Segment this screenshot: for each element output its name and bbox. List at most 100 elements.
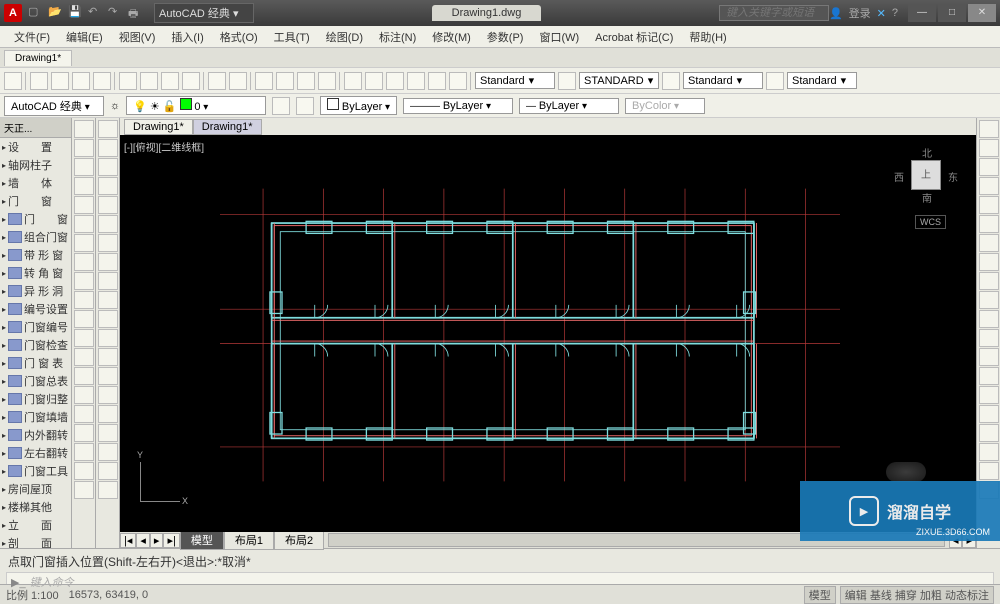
tool-button[interactable] [979, 329, 999, 347]
panel-item[interactable]: ▸楼梯其他 [0, 498, 71, 516]
panel-item[interactable]: ▸带 形 窗 [0, 246, 71, 264]
viewport-label[interactable]: [-][俯视][二维线框] [124, 139, 204, 154]
status-scale[interactable]: 比例 1:100 [6, 587, 59, 603]
viewcube-south[interactable]: 南 [922, 190, 932, 205]
tool-button[interactable] [74, 481, 94, 499]
workspace-combo2[interactable]: AutoCAD 经典 ▾ [4, 96, 104, 116]
viewcube-top[interactable]: 上 [911, 160, 941, 190]
text-style-combo[interactable]: Standard▾ [475, 72, 555, 89]
tool-button[interactable] [98, 253, 118, 271]
panel-item[interactable]: ▸设 置 [0, 138, 71, 156]
panel-item[interactable]: ▸门窗检查 [0, 336, 71, 354]
drawing-viewport[interactable]: [-][俯视][二维线框] 北 南 西 东 上 WCS Y X [120, 135, 976, 532]
panel-item[interactable]: ▸门 窗 [0, 192, 71, 210]
document-title-tab[interactable]: Drawing1.dwg [432, 5, 542, 21]
tool-cut[interactable] [119, 72, 137, 90]
layer-combo[interactable]: 💡 ☀ 🔓 0 ▾ [126, 96, 266, 115]
lineweight-combo[interactable]: — ByLayer ▾ [519, 98, 619, 114]
tool-button[interactable] [98, 462, 118, 480]
tool-button[interactable] [74, 215, 94, 233]
wcs-label[interactable]: WCS [915, 215, 946, 229]
tool-button[interactable] [98, 234, 118, 252]
tool-button[interactable] [979, 348, 999, 366]
tool-copy[interactable] [140, 72, 158, 90]
panel-item[interactable]: ▸门窗工具 [0, 462, 71, 480]
tool-props[interactable] [344, 72, 362, 90]
model-tab[interactable]: 模型 [180, 530, 224, 550]
panel-item[interactable]: ▸组合门窗 [0, 228, 71, 246]
workspace-selector[interactable]: AutoCAD 经典 ▾ [154, 3, 254, 23]
panel-item[interactable]: ▸门窗总表 [0, 372, 71, 390]
viewcube[interactable]: 北 南 西 东 上 [896, 145, 956, 205]
tool-button[interactable] [98, 405, 118, 423]
menu-item[interactable]: 编辑(E) [60, 27, 109, 47]
status-model[interactable]: 模型 [804, 586, 836, 604]
tablestyle-btn[interactable] [766, 72, 784, 90]
tool-zoomprev[interactable] [318, 72, 336, 90]
tool-save[interactable] [51, 72, 69, 90]
tool-qcalc[interactable] [449, 72, 467, 90]
tool-button[interactable] [979, 177, 999, 195]
status-toggles[interactable]: 编辑 基线 捕穿 加粗 动态标注 [840, 586, 994, 604]
tool-button[interactable] [74, 405, 94, 423]
menu-item[interactable]: 窗口(W) [533, 27, 585, 47]
panel-item[interactable]: ▸门 窗 表 [0, 354, 71, 372]
tool-button[interactable] [98, 386, 118, 404]
layer-tools-icon[interactable]: ☼ [110, 100, 120, 112]
tool-button[interactable] [98, 120, 118, 138]
tool-button[interactable] [98, 310, 118, 328]
menu-item[interactable]: Acrobat 标记(C) [589, 27, 679, 47]
panel-item[interactable]: ▸剖 面 [0, 534, 71, 548]
panel-item[interactable]: ▸内外翻转 [0, 426, 71, 444]
tool-saveas[interactable] [72, 72, 90, 90]
tool-button[interactable] [74, 424, 94, 442]
tool-button[interactable] [98, 481, 118, 499]
menu-item[interactable]: 工具(T) [268, 27, 316, 47]
linetype-combo[interactable]: ——— ByLayer ▾ [403, 98, 513, 114]
signin-label[interactable]: 登录 [849, 5, 871, 21]
menu-item[interactable]: 视图(V) [113, 27, 162, 47]
tool-button[interactable] [98, 196, 118, 214]
tool-button[interactable] [979, 215, 999, 233]
tool-button[interactable] [979, 196, 999, 214]
panel-item[interactable]: ▸立 面 [0, 516, 71, 534]
tool-button[interactable] [74, 234, 94, 252]
tab-next[interactable]: ▸ [150, 533, 164, 548]
tool-button[interactable] [979, 253, 999, 271]
tool-button[interactable] [74, 158, 94, 176]
tool-button[interactable] [74, 310, 94, 328]
panel-item[interactable]: ▸墙 体 [0, 174, 71, 192]
qat-new-icon[interactable]: ▢ [28, 5, 44, 21]
tool-button[interactable] [98, 424, 118, 442]
signin-icon[interactable]: 👤 [829, 7, 843, 20]
menu-item[interactable]: 参数(P) [481, 27, 530, 47]
tool-button[interactable] [98, 139, 118, 157]
tool-button[interactable] [74, 348, 94, 366]
minimize-button[interactable]: — [908, 4, 936, 22]
tool-button[interactable] [98, 215, 118, 233]
layout2-tab[interactable]: 布局2 [274, 530, 324, 550]
drawing-tab-2[interactable]: Drawing1* [193, 119, 262, 135]
panel-item[interactable]: ▸门窗填墙 [0, 408, 71, 426]
table-style-combo[interactable]: Standard▾ [683, 72, 763, 89]
tool-button[interactable] [74, 462, 94, 480]
menu-item[interactable]: 文件(F) [8, 27, 56, 47]
tool-button[interactable] [979, 120, 999, 138]
tool-button[interactable] [979, 234, 999, 252]
tool-button[interactable] [74, 139, 94, 157]
panel-item[interactable]: ▸轴网柱子 [0, 156, 71, 174]
viewcube-east[interactable]: 东 [948, 169, 958, 184]
textstyle-btn[interactable] [558, 72, 576, 90]
tool-button[interactable] [74, 367, 94, 385]
tool-button[interactable] [98, 291, 118, 309]
menu-item[interactable]: 插入(I) [165, 27, 209, 47]
close-button[interactable]: ✕ [968, 4, 996, 22]
tool-button[interactable] [979, 291, 999, 309]
tool-button[interactable] [98, 177, 118, 195]
tool-match[interactable] [182, 72, 200, 90]
tool-toolpal[interactable] [386, 72, 404, 90]
help-icon[interactable]: ? [892, 7, 898, 19]
menu-item[interactable]: 帮助(H) [683, 27, 732, 47]
tool-button[interactable] [74, 329, 94, 347]
tab-prev[interactable]: ◂ [136, 533, 150, 548]
